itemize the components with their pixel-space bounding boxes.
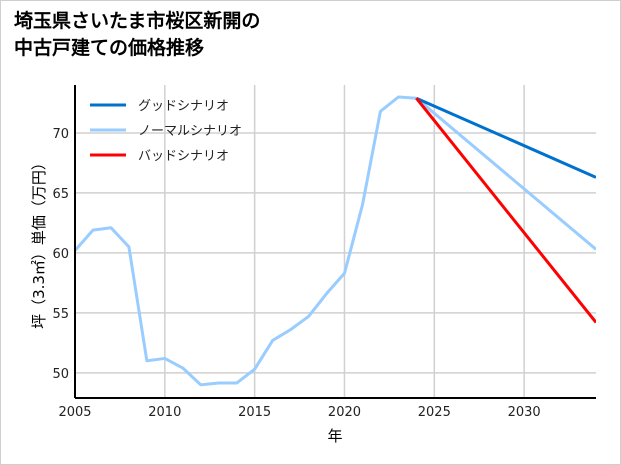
legend-label: グッドシナリオ (138, 99, 229, 114)
title-line-2: 中古戸建ての価格推移 (14, 37, 205, 59)
x-tick-label: 2015 (238, 405, 271, 420)
x-tick-label: 2005 (58, 405, 91, 420)
series-line-2 (415, 97, 596, 324)
y-tick-label: 70 (52, 127, 69, 142)
x-tick-label: 2020 (328, 405, 361, 420)
series-line-1 (415, 97, 596, 251)
legend-label: バッドシナリオ (138, 149, 229, 164)
y-tick-label: 60 (52, 247, 69, 262)
series-line-0 (415, 96, 596, 179)
x-axis-label: 年 (327, 427, 342, 445)
y-tick-label: 55 (52, 307, 69, 322)
title-line-1: 埼玉県さいたま市桜区新開の (14, 10, 261, 32)
x-tick-label: 2025 (418, 405, 451, 420)
x-tick-label: 2010 (148, 405, 181, 420)
chart-title: 埼玉県さいたま市桜区新開の 中古戸建ての価格推移 (14, 8, 260, 62)
y-tick-label: 65 (52, 187, 69, 202)
y-tick-label: 50 (52, 367, 69, 382)
legend-label: ノーマルシナリオ (138, 124, 242, 139)
y-axis-label: 坪（3.3㎡）単価（万円） (30, 155, 48, 329)
x-tick-label: 2030 (508, 405, 541, 420)
series-line-3 (75, 95, 417, 387)
